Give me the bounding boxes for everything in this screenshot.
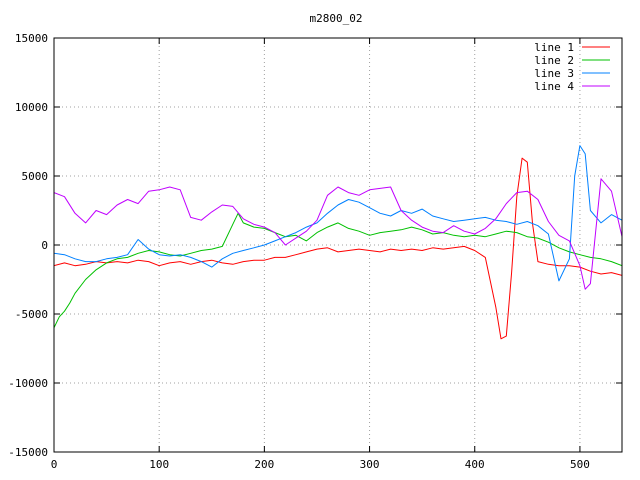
legend-label-4: line 4 bbox=[534, 80, 574, 93]
series-line-2 bbox=[54, 212, 622, 329]
y-tick-label: -10000 bbox=[8, 377, 48, 390]
y-tick-label: 10000 bbox=[15, 101, 48, 114]
y-tick-label: -15000 bbox=[8, 446, 48, 459]
legend-label-2: line 2 bbox=[534, 54, 574, 67]
x-tick-label: 200 bbox=[254, 458, 274, 471]
grid-lines bbox=[54, 38, 622, 452]
series-line-1 bbox=[54, 157, 622, 340]
x-tick-label: 400 bbox=[465, 458, 485, 471]
series-layer bbox=[54, 145, 622, 340]
x-tick-label: 100 bbox=[149, 458, 169, 471]
x-tick-label: 0 bbox=[51, 458, 58, 471]
series-line-3 bbox=[54, 145, 622, 282]
legend-label-3: line 3 bbox=[534, 67, 574, 80]
x-tick-label: 300 bbox=[360, 458, 380, 471]
y-tick-label: -5000 bbox=[15, 308, 48, 321]
y-tick-label: 0 bbox=[41, 239, 48, 252]
y-tick-label: 15000 bbox=[15, 32, 48, 45]
legend-label-1: line 1 bbox=[534, 41, 574, 54]
x-tick-label: 500 bbox=[570, 458, 590, 471]
axis-ticks: 0 100 200 300 400 500 -15000 -10000 -5000 0 5000 10… bbox=[8, 32, 622, 471]
chart-title: m2800_02 bbox=[310, 12, 363, 25]
series-line-4 bbox=[54, 178, 622, 290]
y-tick-label: 5000 bbox=[22, 170, 49, 183]
